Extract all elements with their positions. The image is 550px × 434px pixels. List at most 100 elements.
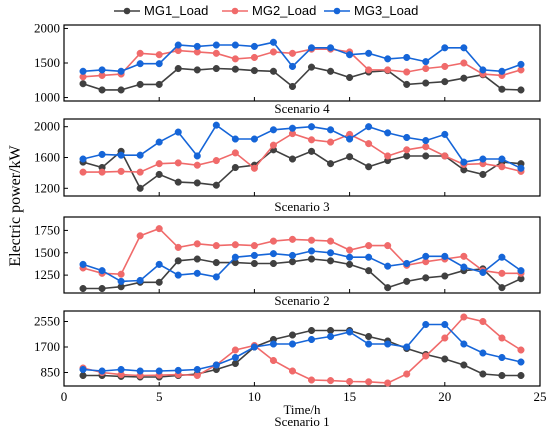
data-point xyxy=(79,365,87,374)
data-point xyxy=(403,259,411,268)
data-point xyxy=(269,250,277,258)
data-point xyxy=(346,153,354,161)
panel-1 xyxy=(63,24,541,102)
data-point xyxy=(212,259,220,267)
legend-entry xyxy=(114,7,140,15)
data-point xyxy=(422,252,430,260)
data-point xyxy=(193,179,201,187)
data-point xyxy=(498,85,506,93)
data-point xyxy=(479,349,487,357)
data-point xyxy=(231,253,239,261)
scenario-label: Scenario 4 xyxy=(274,101,330,116)
data-point xyxy=(79,371,87,380)
data-point xyxy=(212,242,220,250)
data-point xyxy=(403,80,411,88)
data-point xyxy=(288,340,297,348)
data-point xyxy=(136,168,144,176)
data-point xyxy=(231,359,239,368)
data-point xyxy=(498,353,506,362)
data-point xyxy=(155,278,163,286)
data-point xyxy=(136,184,144,192)
data-point xyxy=(155,60,163,68)
data-point xyxy=(136,232,144,240)
data-point xyxy=(269,259,277,268)
data-point xyxy=(498,67,506,75)
data-point xyxy=(269,237,277,245)
data-point xyxy=(155,225,163,233)
data-point xyxy=(327,332,335,341)
data-point xyxy=(460,74,468,82)
data-point xyxy=(269,126,277,134)
legend-swatch-marker xyxy=(231,7,239,15)
data-point xyxy=(422,352,430,360)
data-point xyxy=(193,365,201,374)
data-point xyxy=(250,164,258,172)
data-point xyxy=(307,44,316,52)
data-point xyxy=(288,367,297,375)
data-point xyxy=(422,58,430,66)
x-axis-label: Time/h xyxy=(283,402,321,417)
data-point xyxy=(307,63,316,71)
data-point xyxy=(288,49,297,57)
data-point xyxy=(193,371,201,380)
y-tick-label: 1250 xyxy=(34,267,60,282)
panel-frame xyxy=(63,216,541,294)
data-point xyxy=(136,276,144,285)
x-tick-label: 10 xyxy=(248,389,261,404)
data-point xyxy=(365,378,373,386)
data-point xyxy=(346,73,354,82)
data-point xyxy=(460,313,468,321)
data-point xyxy=(422,137,430,145)
y-tick-label: 1500 xyxy=(34,245,60,260)
data-point xyxy=(193,42,201,50)
data-point xyxy=(441,130,449,138)
data-point xyxy=(441,78,449,86)
data-point xyxy=(288,235,297,243)
data-point xyxy=(498,334,506,342)
data-point xyxy=(136,367,144,375)
data-point xyxy=(307,147,316,155)
data-point xyxy=(327,326,335,335)
data-point xyxy=(155,51,163,59)
series-mg3-load xyxy=(79,121,525,172)
series-line xyxy=(82,250,522,283)
data-point xyxy=(403,343,411,351)
data-point xyxy=(441,272,449,280)
data-point xyxy=(384,262,392,270)
data-point xyxy=(441,334,449,342)
data-point xyxy=(231,41,239,49)
data-point xyxy=(212,273,220,281)
data-point xyxy=(79,80,87,88)
x-tick-label: 0 xyxy=(61,389,68,404)
data-point xyxy=(307,136,316,144)
y-axis-label: Electric power/kW xyxy=(7,144,24,266)
data-point xyxy=(98,168,106,176)
data-point xyxy=(98,86,106,94)
data-point xyxy=(117,277,125,285)
data-point xyxy=(517,371,525,380)
data-point xyxy=(517,86,525,94)
data-point xyxy=(193,161,201,169)
series-mg2-load xyxy=(79,130,525,176)
data-point xyxy=(384,55,392,63)
data-point xyxy=(384,379,392,387)
data-point xyxy=(327,67,335,75)
data-point xyxy=(346,51,354,59)
data-point xyxy=(422,152,430,160)
data-point xyxy=(479,170,487,178)
series-mg1-load xyxy=(79,63,525,94)
data-point xyxy=(231,241,239,249)
series-mg3-load xyxy=(79,38,525,75)
data-point xyxy=(98,284,106,293)
data-point xyxy=(288,331,297,339)
data-point xyxy=(460,59,468,67)
data-point xyxy=(346,377,354,386)
data-point xyxy=(327,257,335,265)
data-point xyxy=(136,80,144,88)
data-point xyxy=(174,64,182,73)
data-point xyxy=(307,236,316,244)
data-point xyxy=(403,152,411,160)
y-tick-label: 2000 xyxy=(34,20,60,35)
data-point xyxy=(117,86,125,94)
data-point xyxy=(307,335,316,344)
